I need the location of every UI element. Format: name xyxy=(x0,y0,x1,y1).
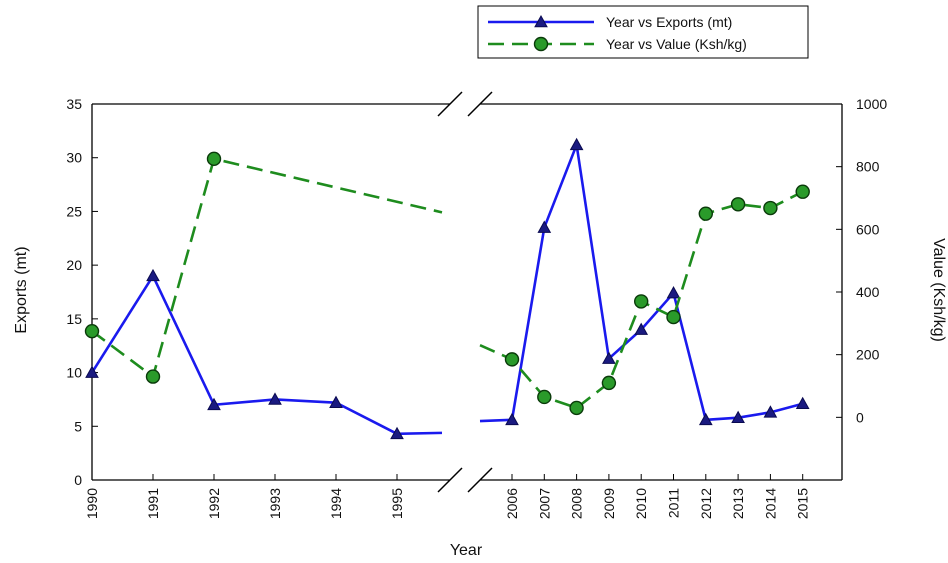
series-1-point xyxy=(206,151,222,167)
series-layer xyxy=(84,137,810,440)
y2-tick-label: 400 xyxy=(856,284,880,300)
series-0-point xyxy=(390,426,404,440)
series-1-point xyxy=(634,294,649,309)
y-tick-label: 10 xyxy=(66,365,82,381)
series-0-point xyxy=(85,365,99,378)
legend-label-value: Year vs Value (Ksh/kg) xyxy=(606,36,747,52)
series-0-point xyxy=(268,392,282,405)
y-tick-label: 35 xyxy=(66,96,82,112)
series-0-point xyxy=(602,351,616,364)
x-tick-label: 1995 xyxy=(389,488,405,519)
series-0-point xyxy=(634,322,649,335)
series-0-line-left xyxy=(90,273,443,436)
series-0-point xyxy=(698,412,713,426)
y2-tick-label: 800 xyxy=(856,159,880,175)
x-tick-label: 1993 xyxy=(267,488,283,519)
x-tick-label: 2010 xyxy=(633,488,649,519)
y2-tick-label: 0 xyxy=(856,409,864,425)
axis-break-mark xyxy=(437,91,463,117)
series-0-point xyxy=(207,397,221,411)
series-1-point xyxy=(763,200,778,216)
y-tick-label: 30 xyxy=(66,150,82,166)
y-tick-label: 5 xyxy=(74,418,82,434)
axis-break-mark xyxy=(467,467,493,493)
y2-tick-label: 1000 xyxy=(856,96,887,112)
x-tick-label: 1991 xyxy=(145,488,161,519)
axes xyxy=(91,91,843,493)
axis-break-mark xyxy=(467,91,493,117)
series-1-line-left xyxy=(91,157,443,379)
x-tick-label: 2014 xyxy=(762,488,778,519)
legend-box xyxy=(477,5,809,59)
axis-break-mark xyxy=(437,467,463,493)
series-0-point xyxy=(505,412,519,426)
y-tick-label: 15 xyxy=(66,311,82,327)
series-0-point xyxy=(146,268,160,282)
y2-axis-title: Value (Ksh/kg) xyxy=(930,238,947,342)
legend-marker-exports xyxy=(534,14,548,28)
y-axis-title: Exports (mt) xyxy=(13,246,30,333)
x-tick-label: 2006 xyxy=(504,488,520,519)
x-tick-label: 1994 xyxy=(328,488,344,519)
x-tick-label: 2008 xyxy=(569,488,585,519)
series-1-point xyxy=(84,323,100,339)
x-tick-label: 2009 xyxy=(601,488,617,519)
y-tick-label: 20 xyxy=(66,257,82,273)
series-1-point xyxy=(698,206,713,221)
series-1-point xyxy=(569,400,584,416)
y2-tick-label: 600 xyxy=(856,221,880,237)
series-0-point xyxy=(763,405,778,418)
x-tick-label: 2007 xyxy=(536,488,552,519)
series-1-point xyxy=(730,197,746,212)
series-1-point xyxy=(601,375,617,391)
x-tick-label: 2013 xyxy=(730,488,746,519)
series-0-point xyxy=(537,220,552,233)
x-axis-title: Year xyxy=(450,542,483,559)
series-1-point xyxy=(504,352,520,367)
x-tick-label: 2011 xyxy=(666,488,682,518)
series-0-point xyxy=(569,137,584,151)
labels-layer: 0 5 10 15 20 25 30 35 0 200 400 600 800 1000 1990 1991 1… xyxy=(66,96,887,519)
legend-marker-value xyxy=(533,36,549,52)
series-1-point xyxy=(537,389,552,405)
legend-label-exports: Year vs Exports (mt) xyxy=(606,14,732,30)
x-tick-label: 1990 xyxy=(84,488,100,519)
series-1-point xyxy=(666,309,681,325)
x-tick-label: 2012 xyxy=(698,488,714,519)
series-0-point xyxy=(795,396,810,410)
y-tick-label: 0 xyxy=(74,472,82,488)
y-tick-label: 25 xyxy=(66,203,82,219)
x-tick-label: 1992 xyxy=(206,488,222,519)
series-1-point xyxy=(145,369,161,384)
series-1-point xyxy=(795,184,810,199)
y2-tick-label: 200 xyxy=(856,347,880,363)
series-0-point xyxy=(329,395,343,408)
series-0-point xyxy=(666,286,681,299)
x-tick-label: 2015 xyxy=(795,488,811,519)
series-0-point xyxy=(731,410,745,423)
legend: Year vs Exports (mt) Year vs Value (Ksh/… xyxy=(477,5,809,59)
